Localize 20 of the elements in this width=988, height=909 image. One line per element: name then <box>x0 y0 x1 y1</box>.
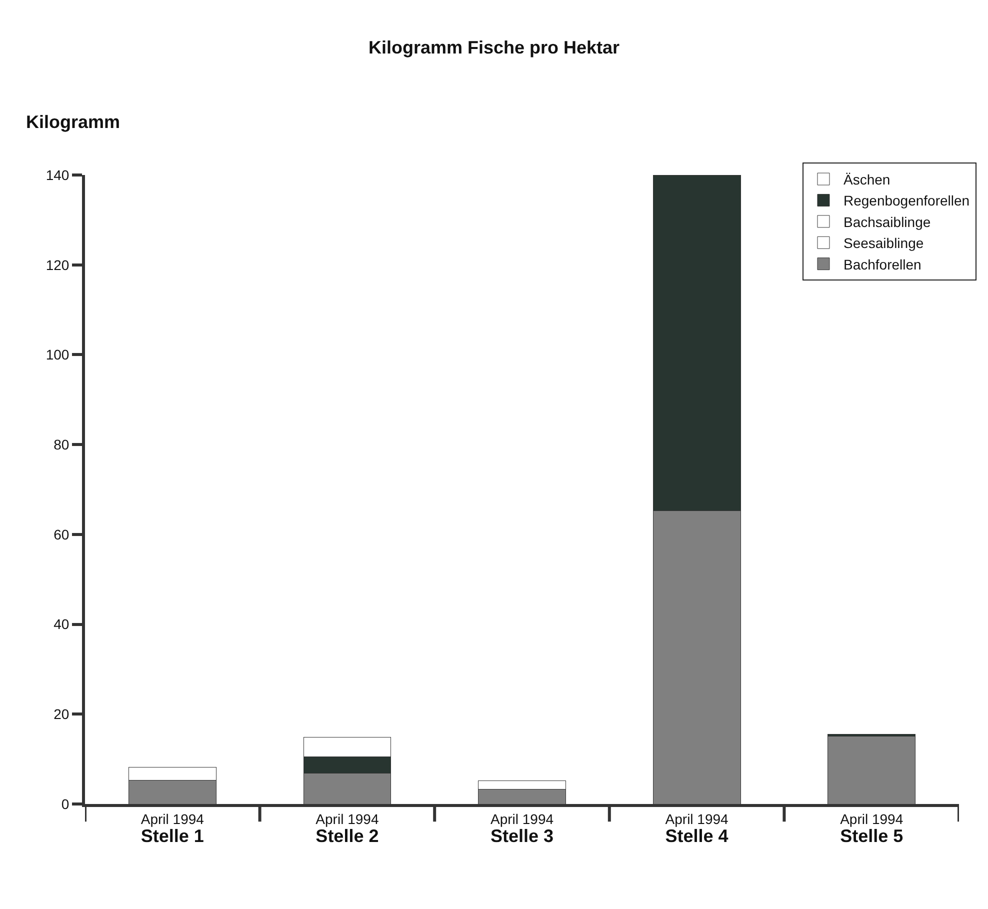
chart-title: Kilogramm Fische pro Hektar <box>368 38 620 58</box>
y-tick-label: 0 <box>61 796 70 812</box>
legend-label: Bachsaiblinge <box>843 214 931 230</box>
x-tick-label: April 1994 Stelle 4 <box>665 810 729 846</box>
y-axis-title: Kilogramm <box>26 112 120 132</box>
y-tick-label: 40 <box>54 616 70 632</box>
x-tick-label: April 1994 Stelle 3 <box>490 810 554 846</box>
y-tick-label: 60 <box>54 526 70 542</box>
legend-label: Bachforellen <box>843 256 922 272</box>
legend-label: Äschen <box>843 171 890 188</box>
x-tick-label: April 1994 Stelle 2 <box>316 810 379 846</box>
x-tick-label: April 1994 Stelle 5 <box>840 810 904 846</box>
y-tick-label: 100 <box>46 346 70 363</box>
y-tick-label: 80 <box>54 436 70 452</box>
y-tick-label: 20 <box>54 706 70 722</box>
y-tick-label: 120 <box>46 256 70 273</box>
legend-label: Regenbogenforellen <box>843 192 970 209</box>
legend-label: Seesaiblinge <box>843 235 924 252</box>
x-tick-label: April 1994 Stelle 1 <box>140 810 204 846</box>
y-tick-label: 140 <box>46 166 70 183</box>
